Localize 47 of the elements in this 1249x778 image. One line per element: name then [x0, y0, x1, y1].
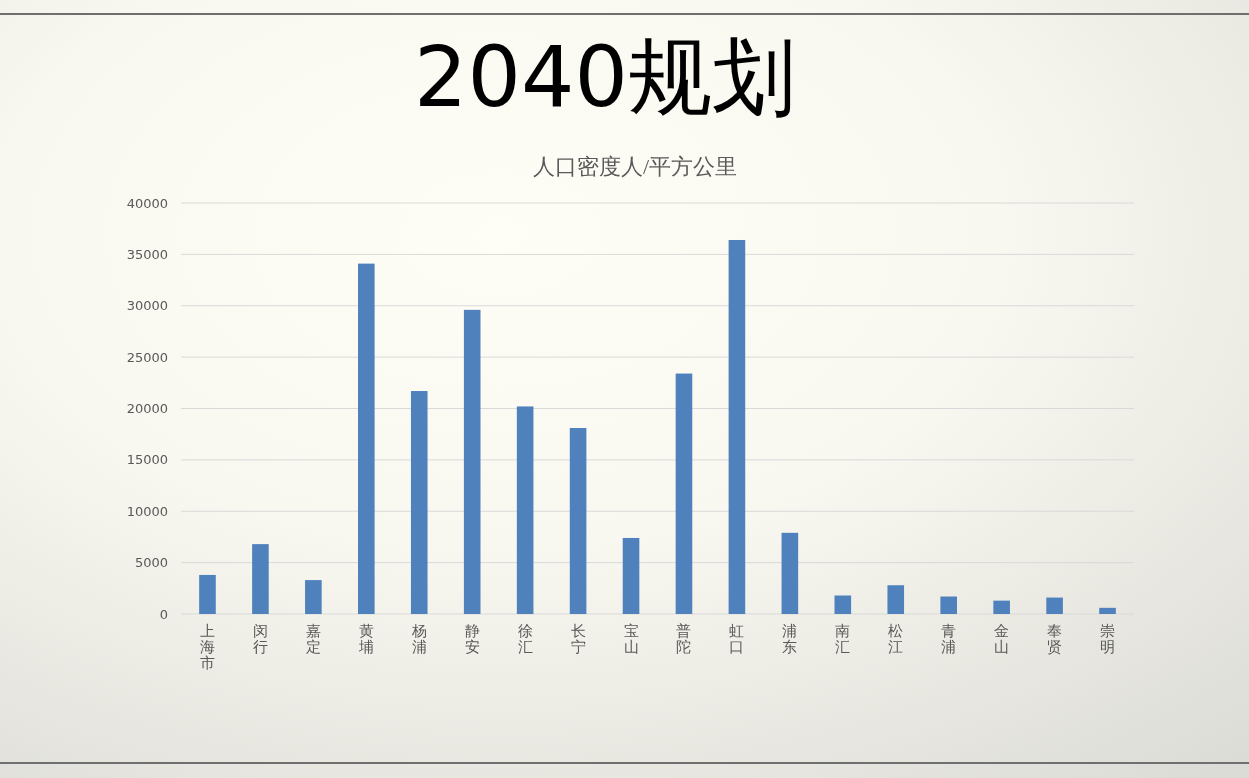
- x-tick-label: 闵行: [252, 622, 268, 656]
- bar: [199, 574, 216, 614]
- bar: [940, 596, 957, 614]
- bar: [463, 309, 481, 614]
- bar: [993, 600, 1010, 614]
- bar: [781, 532, 799, 614]
- x-tick-label: 上海市: [199, 622, 215, 672]
- bar: [887, 585, 905, 614]
- chart-subtitle: 人口密度人/平方公里: [532, 154, 738, 179]
- bar: [1099, 607, 1116, 614]
- x-tick-label: 徐汇: [517, 622, 533, 656]
- bar: [1046, 597, 1063, 614]
- y-tick-label: 20000: [126, 401, 168, 417]
- bar: [834, 595, 852, 614]
- y-tick-label: 25000: [126, 349, 168, 365]
- bar: [516, 406, 534, 614]
- bar: [569, 428, 587, 614]
- x-tick-label: 金山: [994, 622, 1010, 656]
- x-tick-label: 嘉定: [305, 622, 321, 656]
- x-tick-label: 崇明: [1100, 622, 1116, 656]
- y-tick-label: 15000: [126, 452, 168, 468]
- y-tick-label: 5000: [134, 555, 168, 571]
- bar: [728, 239, 746, 614]
- x-tick-label: 黄埔: [357, 622, 374, 656]
- bar: [675, 373, 693, 614]
- x-tick-label: 松江: [888, 622, 904, 656]
- y-tick-label: 0: [159, 606, 168, 622]
- x-tick-label: 宝山: [623, 622, 639, 656]
- y-tick-label: 40000: [126, 195, 168, 211]
- y-tick-label: 35000: [126, 246, 168, 262]
- x-tick-label: 静安: [464, 622, 480, 656]
- x-tick-label: 青浦: [941, 622, 957, 656]
- x-tick-label: 奉贤: [1047, 622, 1063, 656]
- y-tick-label: 10000: [126, 503, 168, 519]
- bar: [305, 580, 322, 614]
- x-tick-label: 杨浦: [410, 622, 427, 656]
- y-tick-label: 30000: [126, 298, 168, 314]
- bar: [410, 391, 428, 614]
- bar: [358, 263, 375, 614]
- x-tick-label: 普陀: [676, 622, 692, 656]
- x-tick-label: 南汇: [835, 622, 851, 656]
- bar: [622, 537, 640, 614]
- x-tick-label: 浦东: [782, 622, 798, 656]
- bar: [252, 544, 269, 614]
- chart-title: 2040规划: [414, 28, 796, 126]
- x-tick-label: 虹口: [729, 622, 745, 656]
- x-tick-label: 长宁: [570, 622, 586, 656]
